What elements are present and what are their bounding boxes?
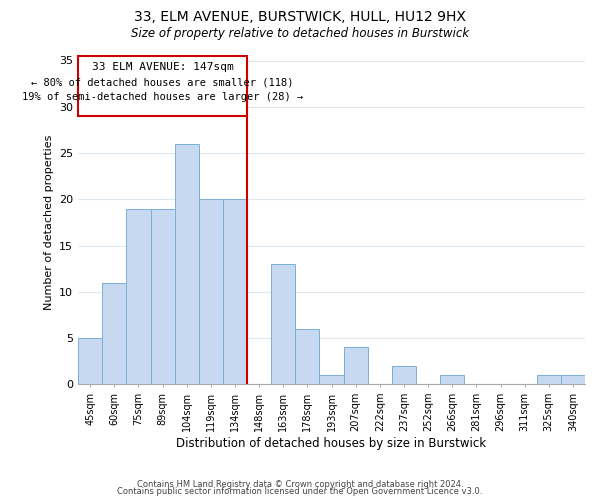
Bar <box>344 348 368 385</box>
Bar <box>537 375 561 384</box>
FancyBboxPatch shape <box>78 56 247 116</box>
Bar <box>392 366 416 384</box>
Bar <box>295 329 319 384</box>
Bar <box>319 375 344 384</box>
Bar <box>561 375 585 384</box>
Bar <box>151 208 175 384</box>
Text: 33, ELM AVENUE, BURSTWICK, HULL, HU12 9HX: 33, ELM AVENUE, BURSTWICK, HULL, HU12 9H… <box>134 10 466 24</box>
Bar <box>78 338 102 384</box>
Text: 19% of semi-detached houses are larger (28) →: 19% of semi-detached houses are larger (… <box>22 92 303 102</box>
Text: Size of property relative to detached houses in Burstwick: Size of property relative to detached ho… <box>131 28 469 40</box>
Bar <box>127 208 151 384</box>
Text: Contains public sector information licensed under the Open Government Licence v3: Contains public sector information licen… <box>118 487 482 496</box>
Bar <box>271 264 295 384</box>
Text: ← 80% of detached houses are smaller (118): ← 80% of detached houses are smaller (11… <box>31 77 294 87</box>
Text: 33 ELM AVENUE: 147sqm: 33 ELM AVENUE: 147sqm <box>92 62 233 72</box>
Y-axis label: Number of detached properties: Number of detached properties <box>44 134 53 310</box>
Bar <box>175 144 199 384</box>
Bar <box>102 282 127 384</box>
Bar <box>223 200 247 384</box>
X-axis label: Distribution of detached houses by size in Burstwick: Distribution of detached houses by size … <box>176 437 487 450</box>
Text: Contains HM Land Registry data © Crown copyright and database right 2024.: Contains HM Land Registry data © Crown c… <box>137 480 463 489</box>
Bar <box>199 200 223 384</box>
Bar <box>440 375 464 384</box>
